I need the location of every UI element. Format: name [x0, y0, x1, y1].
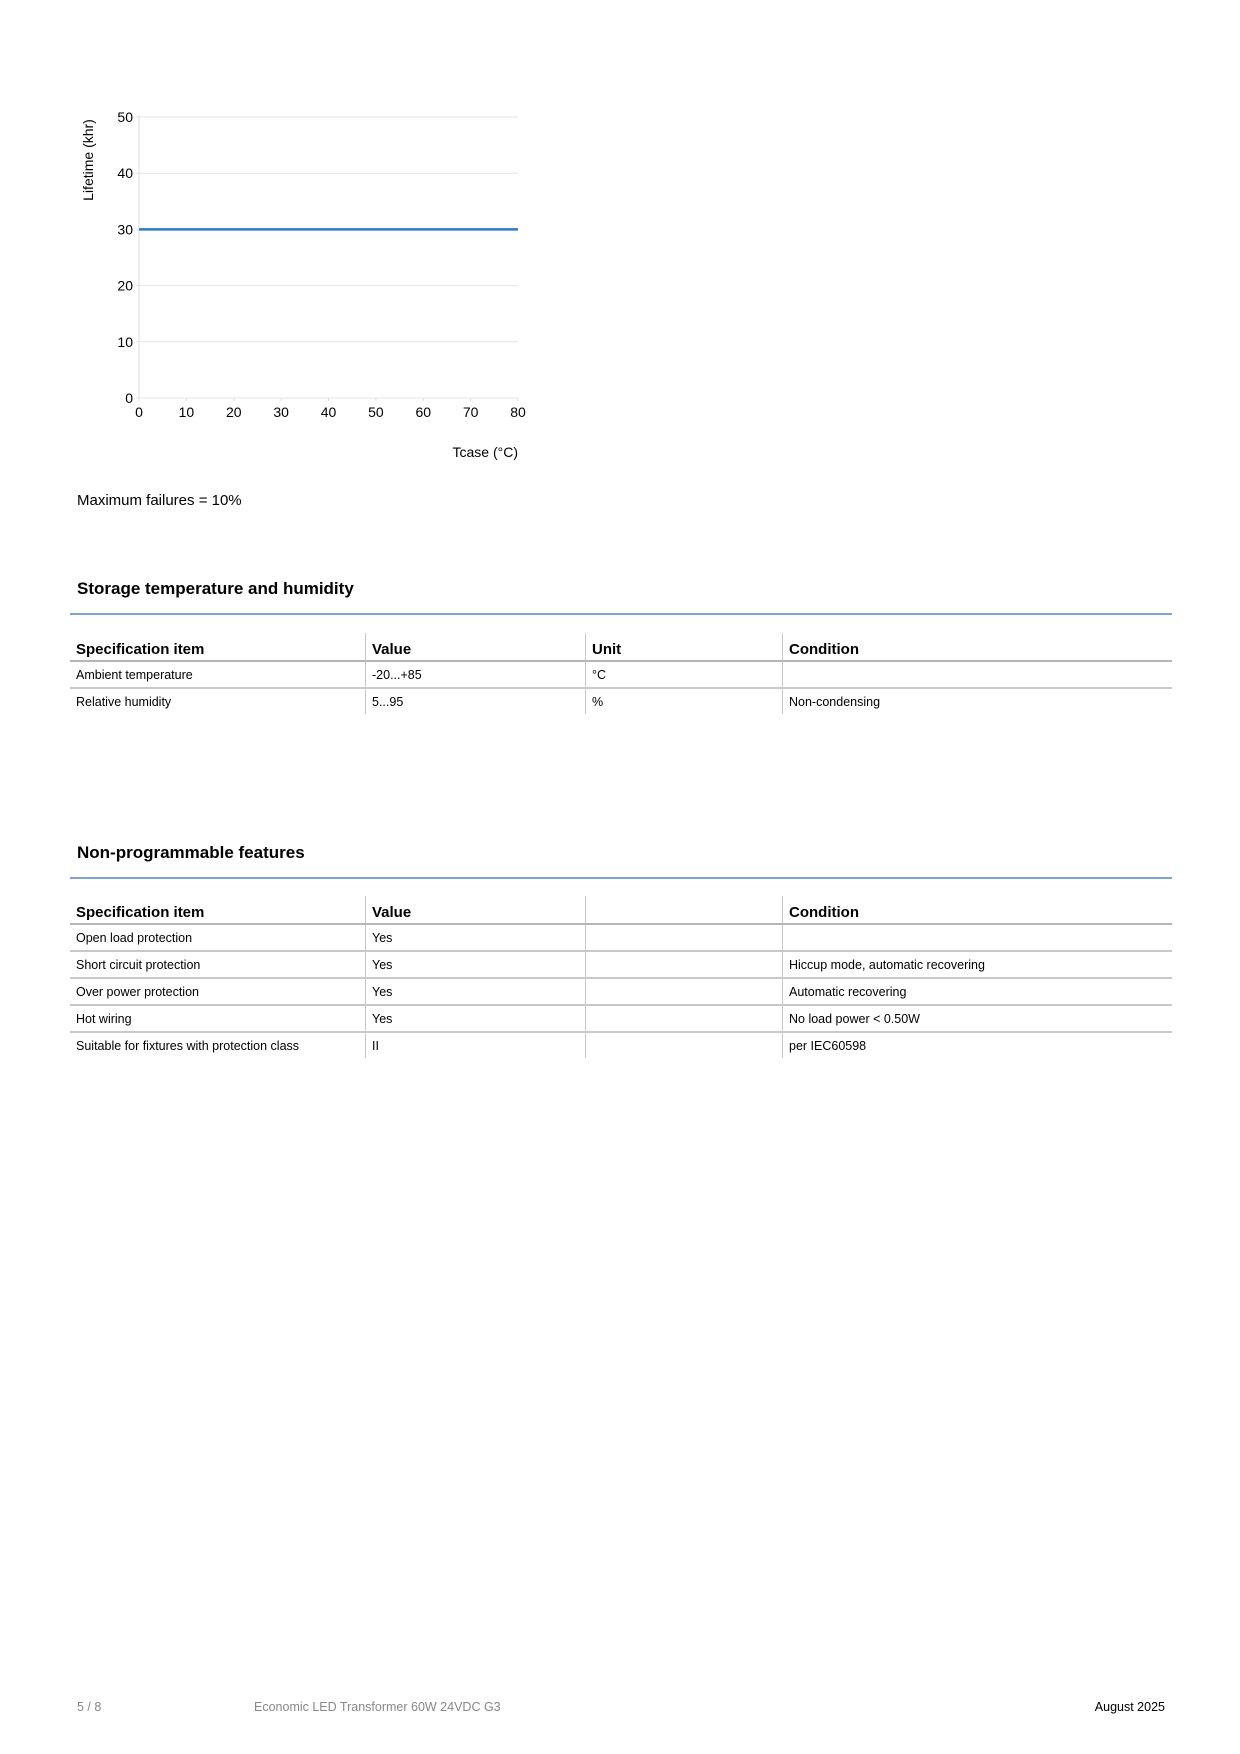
table-row: Ambient temperature -20...+85 °C [70, 661, 1172, 689]
cell [585, 1032, 783, 1058]
header-empty [585, 896, 783, 925]
cell: Yes [365, 924, 586, 952]
table-header-row: Specification item Value Unit Condition [70, 633, 1172, 662]
storage-section-title: Storage temperature and humidity [77, 579, 354, 598]
y-axis-label: Lifetime (khr) [80, 119, 96, 201]
page-number: 5 / 8 [77, 1700, 102, 1714]
features-table: Specification item Value Condition Open … [70, 896, 1172, 1058]
cell [585, 978, 783, 1006]
header-condition: Condition [782, 633, 1172, 662]
cell: % [585, 688, 783, 714]
y-tick-label: 10 [117, 334, 133, 350]
cell: Yes [365, 978, 586, 1006]
cell [585, 1005, 783, 1033]
cell: °C [585, 661, 783, 689]
storage-table: Specification item Value Unit Condition … [70, 633, 1172, 714]
header-condition: Condition [782, 896, 1172, 925]
cell: Yes [365, 951, 586, 979]
features-section-title: Non-programmable features [77, 843, 305, 862]
cell: Ambient temperature [70, 661, 366, 689]
cell: Suitable for fixtures with protection cl… [76, 1038, 300, 1053]
cell: per IEC60598 [782, 1032, 1172, 1058]
cell: 5...95 [365, 688, 586, 714]
x-tick-label: 80 [510, 404, 526, 420]
x-tick-label: 30 [273, 404, 289, 420]
x-tick-label: 20 [226, 404, 242, 420]
product-name: Economic LED Transformer 60W 24VDC G3 [254, 1700, 501, 1714]
table-row: Hot wiring Yes No load power < 0.50W [70, 1005, 1172, 1033]
table-row: Open load protection Yes [70, 924, 1172, 952]
header-value: Value [365, 896, 586, 925]
section-divider [70, 877, 1172, 879]
y-tick-label: 20 [117, 278, 133, 294]
x-axis-label: Tcase (°C) [453, 444, 519, 460]
header-unit: Unit [585, 633, 783, 662]
x-tick-label: 50 [368, 404, 384, 420]
table-row: Over power protection Yes Automatic reco… [70, 978, 1172, 1006]
x-tick-label: 70 [463, 404, 479, 420]
cell [782, 661, 1172, 689]
table-row: Short circuit protection Yes Hiccup mode… [70, 951, 1172, 979]
x-tick-label: 60 [415, 404, 431, 420]
y-tick-label: 50 [117, 109, 133, 125]
cell: Yes [365, 1005, 586, 1033]
cell: Hot wiring [70, 1005, 366, 1033]
cell: Open load protection [70, 924, 366, 952]
x-tick-label: 40 [321, 404, 337, 420]
table-header-row: Specification item Value Condition [70, 896, 1172, 925]
table-row: Suitable for fixtures with protection cl… [70, 1032, 1172, 1058]
cell: II [365, 1032, 586, 1058]
cell [782, 924, 1172, 952]
header-spec-item: Specification item [70, 633, 366, 662]
publish-date: August 2025 [1094, 1700, 1165, 1714]
x-tick-label: 0 [135, 404, 143, 420]
cell [585, 951, 783, 979]
cell: Relative humidity [76, 694, 172, 709]
cell: Over power protection [70, 978, 366, 1006]
y-tick-label: 30 [117, 221, 133, 237]
section-divider [70, 613, 1172, 615]
cell: No load power < 0.50W [782, 1005, 1172, 1033]
x-tick-label: 10 [179, 404, 195, 420]
max-failures-note: Maximum failures = 10% [77, 492, 242, 509]
cell: -20...+85 [365, 661, 586, 689]
y-tick-label: 40 [117, 165, 133, 181]
cell: Non-condensing [782, 688, 1172, 714]
header-spec-item: Specification item [70, 896, 366, 925]
cell: Hiccup mode, automatic recovering [782, 951, 1172, 979]
y-tick-label: 0 [125, 390, 133, 406]
table-row: Relative humidity 5...95 % Non-condensin… [70, 688, 1172, 714]
cell: Short circuit protection [70, 951, 366, 979]
header-value: Value [365, 633, 586, 662]
cell: Automatic recovering [782, 978, 1172, 1006]
cell [585, 924, 783, 952]
